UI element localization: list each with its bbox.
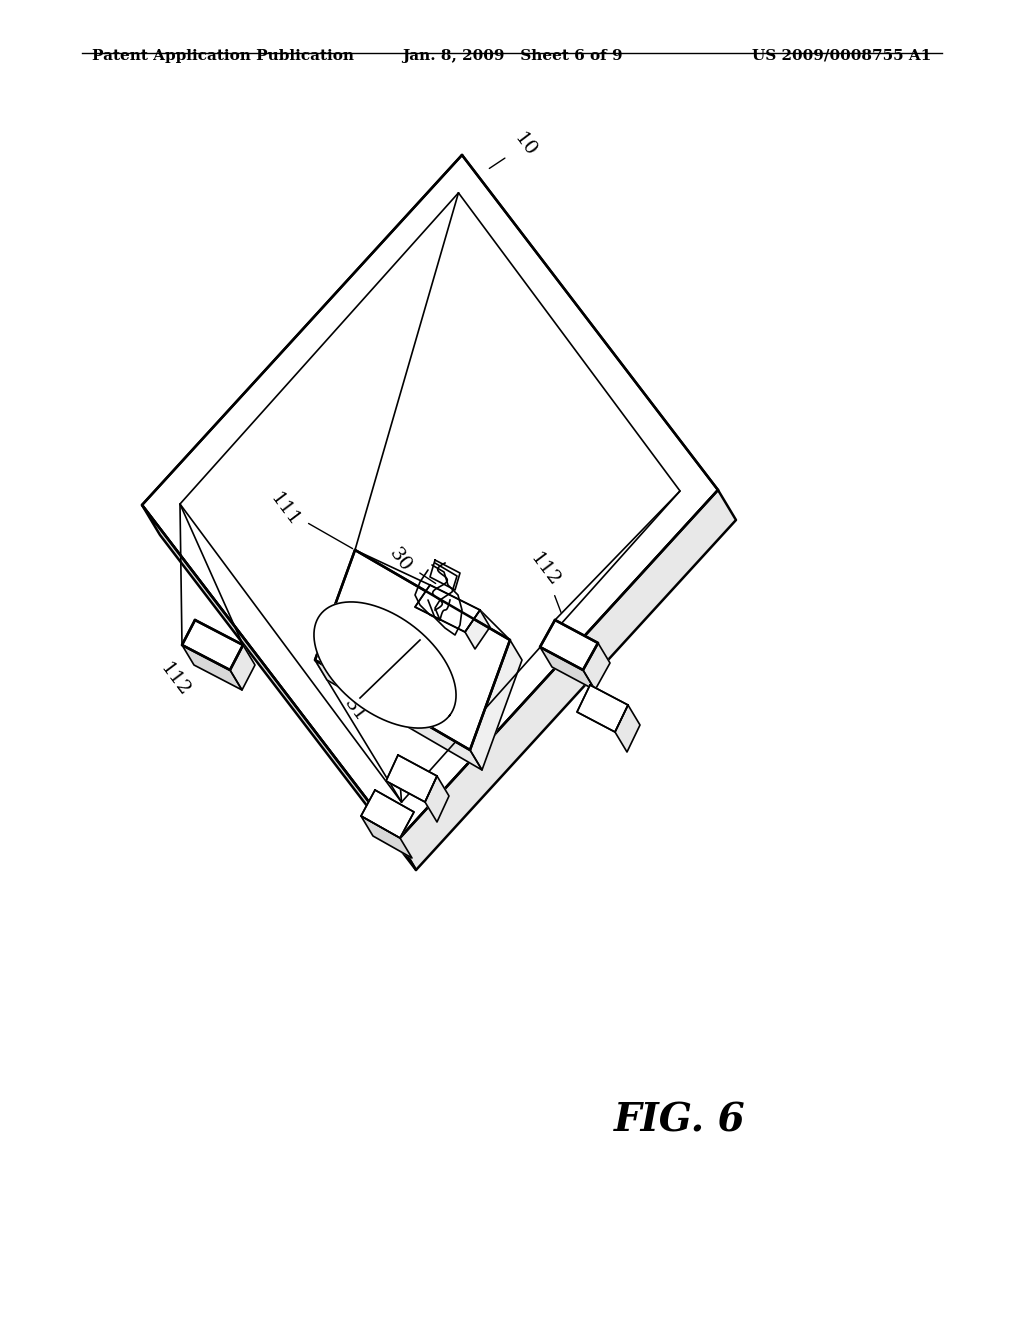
Text: 31: 31: [340, 682, 388, 726]
Polygon shape: [361, 789, 414, 838]
Polygon shape: [615, 705, 640, 752]
Polygon shape: [142, 154, 718, 840]
Text: Jan. 8, 2009   Sheet 6 of 9: Jan. 8, 2009 Sheet 6 of 9: [401, 49, 623, 63]
Polygon shape: [315, 550, 510, 750]
Text: US 2009/0008755 A1: US 2009/0008755 A1: [753, 49, 932, 63]
Polygon shape: [465, 610, 490, 649]
Polygon shape: [583, 643, 610, 690]
Polygon shape: [230, 645, 255, 690]
Text: 112: 112: [157, 642, 208, 700]
Polygon shape: [386, 755, 437, 803]
Polygon shape: [182, 645, 242, 690]
Polygon shape: [577, 685, 628, 733]
Text: Patent Application Publication: Patent Application Publication: [92, 49, 354, 63]
Polygon shape: [425, 776, 449, 822]
Polygon shape: [315, 660, 482, 770]
Polygon shape: [540, 620, 598, 671]
Polygon shape: [540, 647, 595, 690]
Text: FIG. 6: FIG. 6: [614, 1101, 745, 1139]
Polygon shape: [398, 490, 736, 870]
Polygon shape: [470, 640, 522, 770]
Polygon shape: [182, 620, 243, 671]
Polygon shape: [314, 602, 456, 729]
Text: 112: 112: [526, 549, 563, 612]
Polygon shape: [142, 506, 416, 870]
Text: 30: 30: [385, 545, 435, 583]
Polygon shape: [361, 816, 412, 858]
Text: 111: 111: [266, 490, 352, 549]
Polygon shape: [415, 585, 480, 632]
Polygon shape: [430, 560, 460, 590]
Text: 10: 10: [489, 129, 540, 169]
